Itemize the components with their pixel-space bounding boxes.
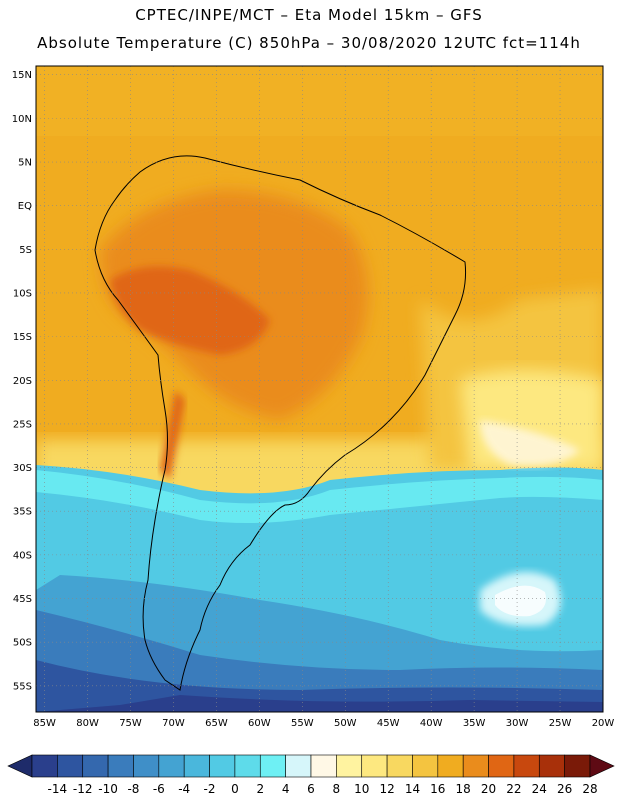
colorbar-swatch [412, 754, 439, 778]
longitude-label: 35W [463, 718, 486, 729]
longitude-label: 50W [334, 718, 357, 729]
colorbar-swatch [386, 754, 413, 778]
colorbar-label: 6 [307, 782, 315, 796]
latitude-label: 15N [12, 70, 32, 81]
colorbar-label: 4 [282, 782, 290, 796]
latitude-label: 55S [13, 681, 32, 692]
longitude-label: 55W [291, 718, 314, 729]
colorbar-swatch [31, 754, 58, 778]
latitude-label: 20S [13, 376, 32, 387]
latitude-label: 45S [13, 594, 32, 605]
longitude-label: 80W [76, 718, 99, 729]
colorbar-label: 8 [333, 782, 341, 796]
colorbar-swatch [538, 754, 565, 778]
latitude-label: 40S [13, 550, 32, 561]
colorbar-swatch [437, 754, 464, 778]
colorbar-label: -2 [204, 782, 216, 796]
colorbar-swatch [209, 754, 236, 778]
colorbar-label: -4 [178, 782, 190, 796]
colorbar-swatch [564, 754, 591, 778]
colorbar-label: 24 [532, 782, 547, 796]
colorbar-high-arrow [589, 754, 615, 778]
map-title-line-1: CPTEC/INPE/MCT – Eta Model 15km – GFS [135, 6, 483, 24]
latitude-label: 15S [13, 332, 32, 343]
latitude-label: 30S [13, 463, 32, 474]
colorbar-swatch [234, 754, 261, 778]
colorbar-label: -8 [127, 782, 139, 796]
colorbar-label: 16 [430, 782, 445, 796]
latitude-label: EQ [18, 201, 32, 212]
longitude-label: 70W [162, 718, 185, 729]
colorbar-labels: -14 -12 -10 -8 -6 -4 -2 0 2 4 6 8 10 12 14 16 18 20 22 24 26… [48, 782, 598, 796]
longitude-label: 25W [549, 718, 572, 729]
longitude-label: 20W [592, 718, 615, 729]
colorbar-label: -12 [73, 782, 93, 796]
colorbar-label: 10 [354, 782, 369, 796]
colorbar-swatch [361, 754, 388, 778]
colorbar-swatch [285, 754, 312, 778]
longitude-axis-labels: 85W 80W 75W 70W 65W 60W 55W 50W 45W 40W 35W 30W 25W 2… [33, 718, 614, 729]
colorbar-label: -6 [153, 782, 165, 796]
map-gridlines [36, 66, 604, 712]
colorbar-label: -14 [48, 782, 68, 796]
longitude-label: 65W [205, 718, 228, 729]
longitude-label: 85W [33, 718, 56, 729]
colorbar-label: 14 [405, 782, 420, 796]
colorbar-label: 18 [456, 782, 471, 796]
map-frame [35, 65, 604, 713]
temperature-field [36, 66, 603, 712]
colorbar-label: -10 [98, 782, 118, 796]
colorbar-low-arrow [7, 754, 33, 778]
colorbar-label: 26 [557, 782, 572, 796]
colorbar-swatch [133, 754, 160, 778]
colorbar-swatch [107, 754, 134, 778]
latitude-label: 35S [13, 507, 32, 518]
colorbar-swatch [82, 754, 109, 778]
temperature-colorbar [7, 754, 615, 778]
colorbar-label: 28 [582, 782, 597, 796]
colorbar-swatch [488, 754, 515, 778]
colorbar-swatch [259, 754, 286, 778]
latitude-label: 5S [19, 245, 32, 256]
longitude-label: 45W [377, 718, 400, 729]
colorbar-label: 12 [379, 782, 394, 796]
colorbar-swatch [57, 754, 84, 778]
latitude-label: 10N [12, 114, 32, 125]
colorbar-label: 0 [231, 782, 239, 796]
latitude-label: 10S [13, 288, 32, 299]
colorbar-swatch [158, 754, 185, 778]
latitude-axis-labels: 15N 10N 5N EQ 5S 10S 15S 20S 25S 30S 35S 40S 45S 50S 5… [12, 70, 32, 692]
colorbar-swatch [310, 754, 337, 778]
longitude-label: 40W [420, 718, 443, 729]
longitude-label: 75W [119, 718, 142, 729]
colorbar-swatch [183, 754, 210, 778]
colorbar-swatch [462, 754, 489, 778]
latitude-label: 25S [13, 419, 32, 430]
colorbar-swatch [513, 754, 540, 778]
colorbar-label: 2 [256, 782, 264, 796]
colorbar-swatch [336, 754, 363, 778]
longitude-label: 30W [506, 718, 529, 729]
latitude-label: 50S [13, 638, 32, 649]
longitude-label: 60W [248, 718, 271, 729]
colorbar-label: 22 [506, 782, 521, 796]
map-title-line-2: Absolute Temperature (C) 850hPa – 30/08/… [37, 34, 581, 52]
latitude-label: 5N [18, 158, 32, 169]
colorbar-label: 20 [481, 782, 496, 796]
